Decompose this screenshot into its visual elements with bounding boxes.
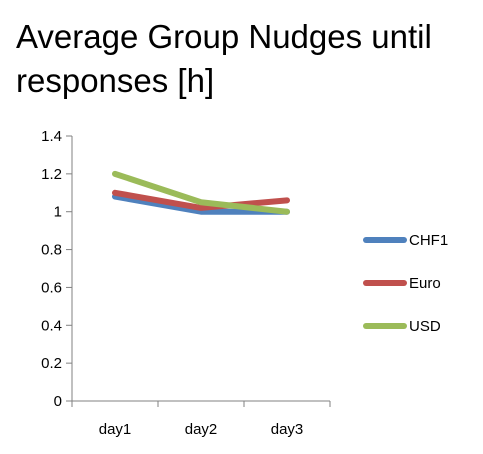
- chart-title-line-1: Average Group Nudges until: [16, 18, 432, 55]
- series-line-chf1: [112, 193, 290, 215]
- chart-axes: [71, 136, 330, 402]
- chart-title-line-2: responses [h]: [16, 62, 214, 99]
- chart-series: [112, 170, 290, 215]
- y-tick-label: 0: [54, 393, 62, 410]
- y-tick-label: 1: [54, 204, 62, 221]
- y-tick-label: 0.2: [41, 355, 62, 372]
- y-axis-ticks: 0 0.2 0.4 0.6 0.8 1 1.2 1.4: [41, 128, 72, 410]
- x-tick-label: day3: [271, 421, 304, 438]
- x-axis-ticks: day1 day2 day3: [71, 401, 331, 438]
- series-line-usd: [112, 170, 290, 215]
- x-tick-label: day2: [185, 421, 218, 438]
- x-tick-label: day1: [99, 421, 132, 438]
- legend-label-usd: USD: [409, 318, 441, 335]
- series-line-euro: [112, 189, 290, 211]
- legend-label-chf1: CHF1: [409, 232, 448, 249]
- y-tick-label: 0.6: [41, 279, 62, 296]
- chart-legend: CHF1 Euro USD: [363, 232, 448, 335]
- y-tick-label: 0.4: [41, 317, 62, 334]
- y-tick-label: 0.8: [41, 242, 62, 259]
- y-tick-label: 1.4: [41, 128, 62, 145]
- y-tick-label: 1.2: [41, 166, 62, 183]
- legend-label-euro: Euro: [409, 275, 441, 292]
